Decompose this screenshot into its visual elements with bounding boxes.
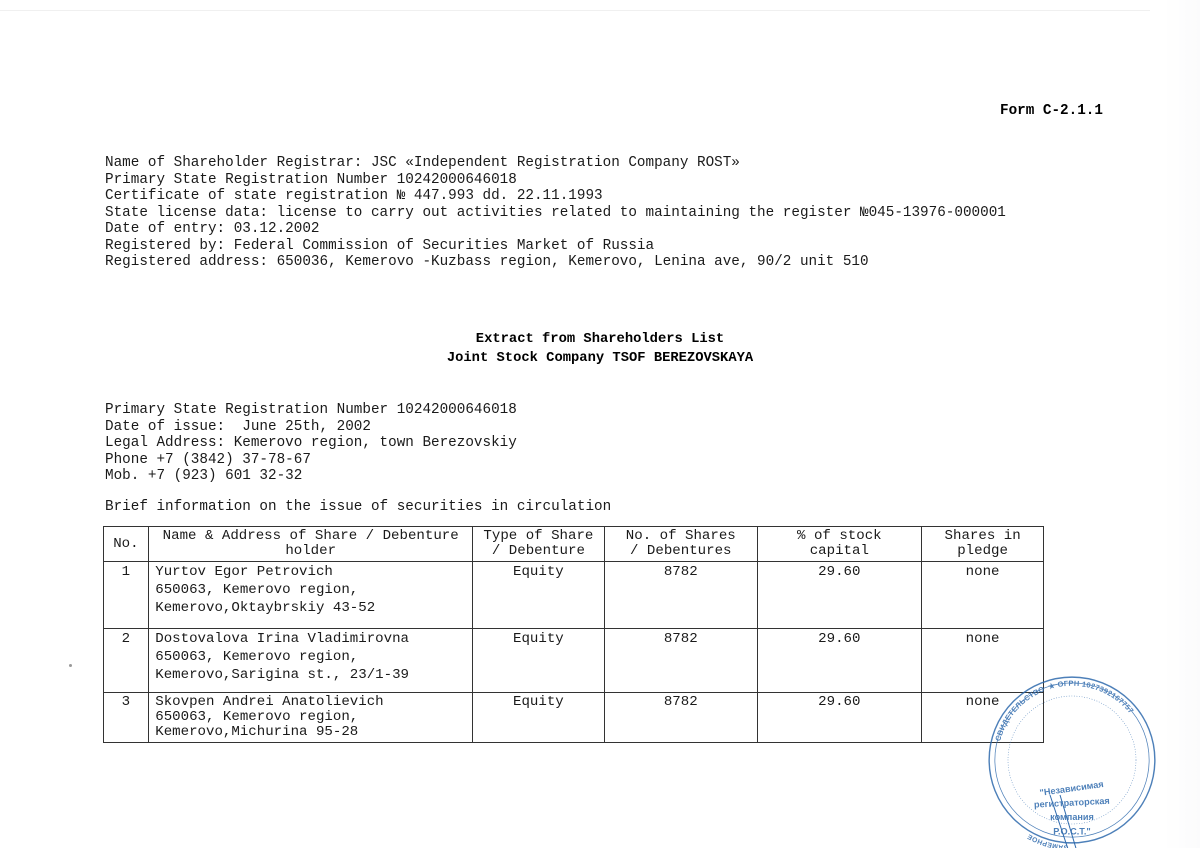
svg-text:СВИДЕТЕЛЬСТВО: СВИДЕТЕЛЬСТВО xyxy=(993,684,1046,742)
